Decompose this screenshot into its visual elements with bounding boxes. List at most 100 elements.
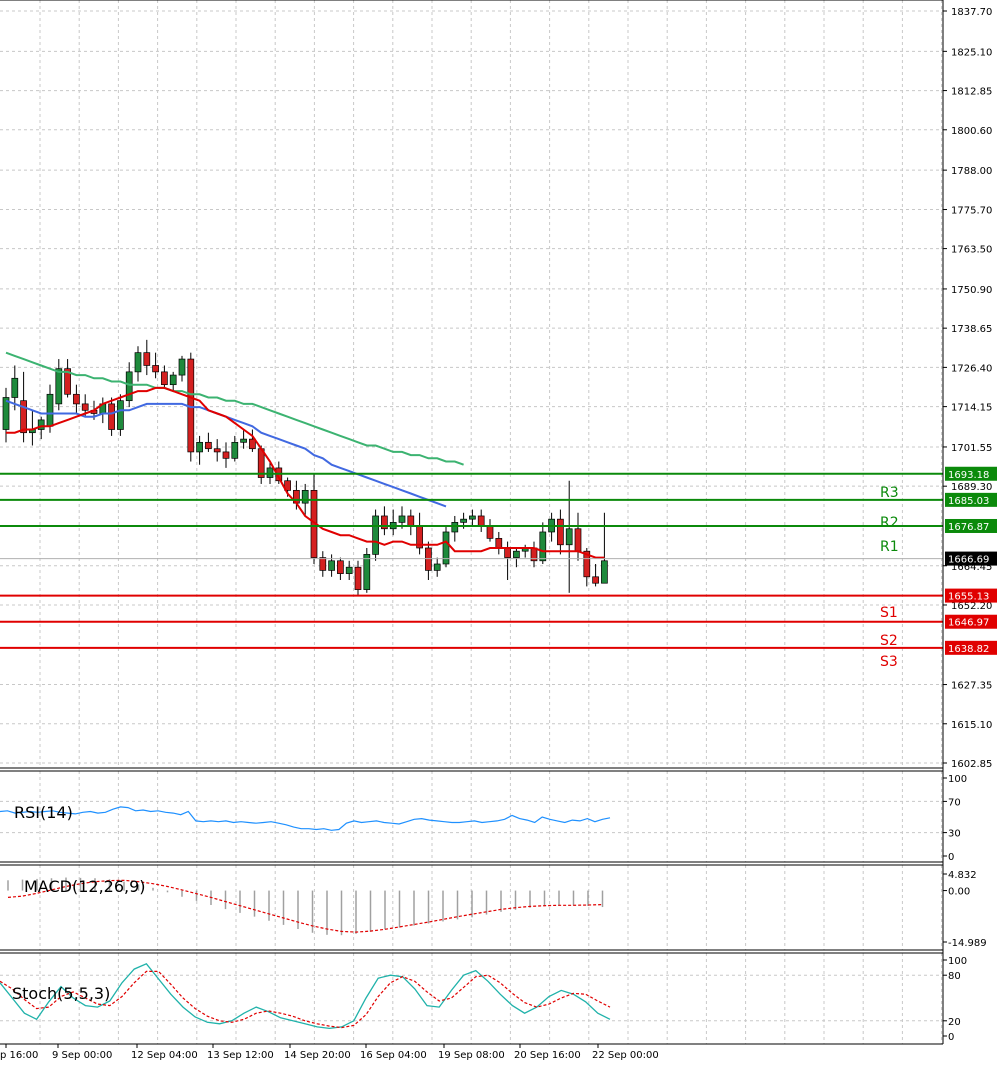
level-label-s2: S2 [880, 633, 898, 649]
ma-red-line [6, 386, 605, 559]
macd-panel [7, 877, 604, 936]
candle [425, 541, 432, 581]
candle [108, 397, 115, 436]
candle [539, 522, 547, 564]
level-value: 1646.97 [948, 618, 989, 629]
y-tick-label: 1788.00 [951, 166, 992, 177]
level-value: 1693.18 [948, 470, 989, 481]
macd-tick-label: 0.00 [948, 887, 970, 898]
level-value: 1655.13 [948, 592, 989, 603]
ma-green-line [5, 351, 464, 466]
candle [134, 346, 142, 382]
candle [240, 429, 247, 449]
candle [117, 394, 124, 436]
x-tick-label: 13 Sep 12:00 [207, 1050, 274, 1061]
candle [205, 432, 212, 452]
candle [381, 506, 388, 536]
current-price-tag: 1666.69 [945, 551, 997, 566]
rsi-tick-label: 0 [948, 852, 954, 863]
y-tick-label: 1726.40 [951, 363, 992, 374]
x-tick-label: 20 Sep 16:00 [514, 1050, 581, 1061]
candle [64, 359, 71, 398]
y-tick-label: 1800.60 [951, 126, 992, 137]
y-tick-label: 1738.65 [951, 324, 992, 335]
candle [592, 563, 599, 587]
x-tick-label: 22 Sep 00:00 [592, 1050, 659, 1061]
candle [169, 371, 177, 392]
x-tick-label: 14 Sep 20:00 [284, 1050, 351, 1061]
stoch-tick-label: 100 [948, 956, 967, 967]
candle [231, 435, 239, 462]
level-value: 1638.82 [948, 644, 989, 655]
candle [363, 547, 371, 593]
y-tick-label: 1627.35 [951, 681, 992, 692]
rsi-title: RSI(14) [14, 803, 73, 822]
level-value: 1676.87 [948, 522, 989, 533]
level-label-r1: R1 [880, 539, 899, 555]
macd-title: MACD(12,26,9) [24, 877, 146, 896]
level-tag-s2: 1646.97 [945, 614, 997, 629]
macd-signal-line [7, 879, 603, 933]
candle [469, 509, 476, 526]
level-tag-r1: 1676.87 [945, 518, 997, 533]
candle [601, 512, 608, 584]
y-tick-label: 1602.85 [951, 759, 992, 770]
rsi-tick-label: 70 [948, 797, 961, 808]
y-tick-label: 1837.70 [951, 7, 992, 18]
y-tick-label: 1689.30 [951, 482, 992, 493]
macd-tick-label: 4.832 [948, 870, 977, 881]
x-tick-label: 12 Sep 04:00 [131, 1050, 198, 1061]
candle [513, 547, 520, 568]
candle [249, 429, 256, 452]
y-tick-label: 1825.10 [951, 47, 992, 58]
y-tick-label: 1664.45 [951, 562, 992, 573]
level-tag-s3: 1638.82 [945, 640, 997, 655]
stoch-title: Stoch(5,5,3) [12, 984, 110, 1003]
candle [345, 560, 353, 581]
rsi-tick-label: 100 [948, 774, 967, 785]
candle [55, 359, 63, 411]
rsi-panel [0, 806, 611, 831]
macd-tick-label: -14.989 [948, 938, 987, 949]
y-tick-label: 1775.70 [951, 206, 992, 217]
candle [11, 365, 19, 411]
price-panel: R3 R2 R1 S1 S2 S3 [0, 339, 943, 670]
candle [266, 461, 274, 484]
candle [37, 416, 45, 440]
candle [319, 551, 327, 577]
y-tick-label: 1714.15 [951, 403, 992, 414]
candle [337, 557, 344, 581]
level-label-r3: R3 [880, 485, 899, 501]
x-tick-label: 16 Sep 04:00 [360, 1050, 427, 1061]
level-tag-r2: 1685.03 [945, 492, 997, 507]
rsi-tick-label: 30 [948, 829, 961, 840]
rsi-line [0, 806, 611, 831]
stoch-signal-line [0, 970, 611, 1029]
level-value: 1685.03 [948, 496, 989, 507]
y-tick-label: 1750.90 [951, 285, 992, 296]
candle [442, 525, 450, 568]
level-label-s3: S3 [880, 654, 898, 670]
y-tick-label: 1615.10 [951, 720, 992, 731]
y-tick-label: 1652.20 [951, 601, 992, 612]
stoch-tick-label: 20 [948, 1017, 961, 1028]
candle [161, 365, 168, 388]
stoch-main-line [0, 963, 611, 1030]
grid-lines [0, 0, 943, 1044]
stoch-panel [0, 963, 611, 1030]
level-label-r2: R2 [880, 515, 899, 531]
candle [178, 355, 186, 382]
candle [433, 557, 441, 577]
y-tick-label: 1701.55 [951, 443, 992, 454]
candle [354, 560, 362, 597]
current-price-value: 1666.69 [948, 555, 989, 566]
x-tick-label: p 16:00 [0, 1050, 38, 1061]
candle [73, 384, 80, 414]
candle [152, 352, 159, 379]
level-tag-s1: 1655.13 [945, 588, 997, 603]
y-tick-label: 1812.85 [951, 87, 992, 98]
x-tick-label: 9 Sep 00:00 [52, 1050, 112, 1061]
